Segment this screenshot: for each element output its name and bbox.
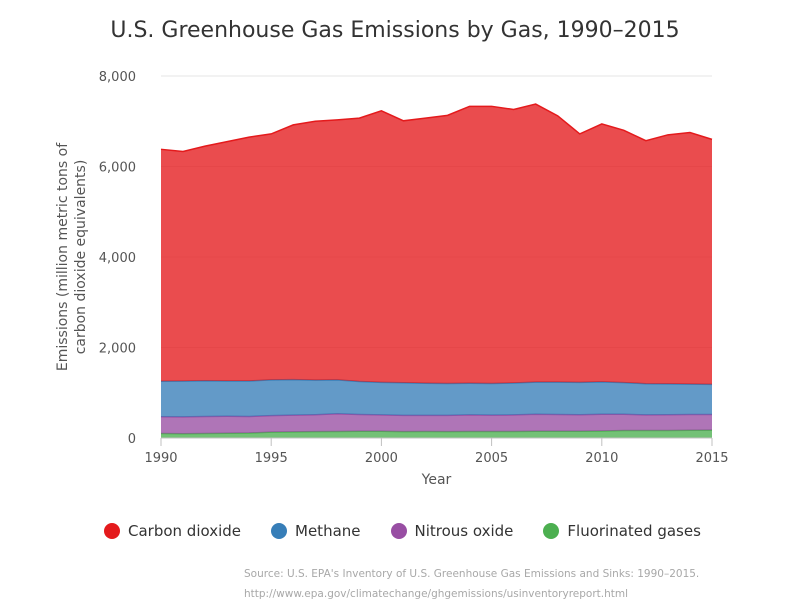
- x-tick-label-1990: 1990: [144, 451, 177, 466]
- legend-dot-nitrous-oxide: [390, 523, 407, 539]
- legend-label-fluorinated-gases: Fluorinated gases: [567, 522, 701, 540]
- source-link[interactable]: http://www.epa.gov/climatechange/ghgemis…: [244, 588, 629, 600]
- line-carbon-dioxide: [160, 103, 713, 153]
- area-nitrous-oxide: [161, 413, 712, 434]
- y-axis-title-line-1: Emissions (million metric tons of: [55, 142, 71, 371]
- legend-item-carbon-dioxide[interactable]: Carbon dioxide: [104, 522, 241, 540]
- x-tick-label-2015: 2015: [695, 451, 728, 466]
- legend-dot-fluorinated-gases: [543, 523, 560, 539]
- y-tick-label-8000: 8,000: [99, 70, 136, 85]
- area-methane: [161, 379, 712, 417]
- x-axis-title: Year: [421, 472, 452, 488]
- legend-label-carbon-dioxide: Carbon dioxide: [128, 522, 242, 540]
- source-note: Source: U.S. EPA's Inventory of U.S. Gre…: [244, 564, 699, 604]
- legend-item-nitrous-oxide[interactable]: Nitrous oxide: [390, 522, 514, 540]
- legend-item-methane[interactable]: Methane: [271, 522, 361, 540]
- y-tick-label-6000: 6,000: [99, 161, 136, 176]
- legend-dot-carbon-dioxide: [104, 523, 120, 539]
- y-tick-label-2000: 2,000: [99, 342, 136, 357]
- y-tick-label-4000: 4,000: [99, 251, 136, 266]
- x-tick-label-1995: 1995: [255, 451, 288, 466]
- legend-dot-methane: [271, 523, 288, 539]
- legend-label-nitrous-oxide: Nitrous oxide: [414, 522, 514, 540]
- x-tick-label-2010: 2010: [585, 451, 618, 466]
- y-tick-label-0: 0: [128, 432, 136, 447]
- legend: Carbon dioxide Methane Nitrous oxide Flu…: [104, 522, 731, 540]
- area-carbon-dioxide: [161, 104, 712, 385]
- source-line-1: Source: U.S. EPA's Inventory of U.S. Gre…: [244, 568, 700, 580]
- y-axis-title-line-2: carbon dioxide equivalents): [73, 160, 89, 355]
- x-tick-label-2005: 2005: [475, 451, 508, 466]
- x-tick-label-2000: 2000: [365, 451, 398, 466]
- legend-item-fluorinated-gases[interactable]: Fluorinated gases: [543, 522, 701, 540]
- chart-title: U.S. Greenhouse Gas Emissions by Gas, 19…: [110, 18, 680, 43]
- legend-label-methane: Methane: [295, 522, 361, 540]
